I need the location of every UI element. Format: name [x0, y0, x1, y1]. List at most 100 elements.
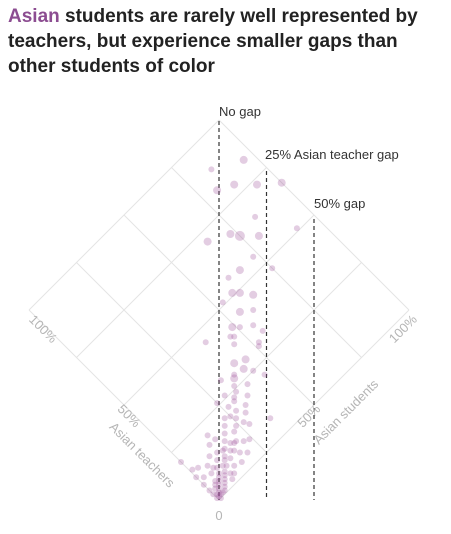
data-point-36 [202, 339, 209, 346]
data-point-85 [216, 478, 222, 484]
data-point-17 [235, 288, 244, 297]
data-point-55 [221, 422, 228, 429]
data-point-9 [234, 230, 245, 241]
data-point-8 [254, 231, 263, 240]
data-point-39 [244, 392, 251, 399]
data-point-20 [259, 327, 266, 334]
tick-origin: 0 [215, 508, 222, 523]
data-point-60 [236, 449, 243, 456]
data-point-54 [231, 428, 238, 435]
data-point-78 [221, 472, 228, 479]
data-point-100 [210, 491, 217, 498]
data-point-98 [214, 491, 221, 498]
data-point-46 [233, 407, 240, 414]
data-point-102 [200, 481, 207, 488]
data-point-3 [293, 225, 300, 232]
data-point-35 [230, 359, 239, 368]
data-point-52 [246, 436, 253, 443]
data-point-44 [242, 409, 249, 416]
data-point-113 [227, 470, 234, 477]
data-point-101 [206, 487, 213, 494]
data-point-86 [208, 470, 215, 477]
data-point-77 [229, 476, 236, 483]
data-point-43 [231, 394, 238, 401]
data-point-89 [212, 478, 219, 484]
data-point-25 [236, 324, 243, 331]
data-point-76 [221, 468, 228, 475]
title-rest: students are rarely well represented by … [8, 6, 418, 77]
data-point-88 [216, 481, 222, 488]
grid-line-teachers-100 [28, 119, 220, 311]
data-point-57 [244, 449, 251, 456]
data-point-110 [206, 441, 213, 448]
data-point-21 [235, 307, 244, 316]
data-point-109 [206, 453, 213, 460]
title-highlight: Asian [8, 6, 60, 27]
data-point-105 [178, 459, 184, 465]
data-point-115 [231, 440, 238, 446]
data-point-75 [214, 457, 221, 464]
data-point-69 [231, 462, 238, 469]
data-point-45 [221, 392, 228, 399]
data-point-50 [214, 400, 221, 407]
data-point-37 [231, 371, 238, 378]
data-point-34 [239, 364, 248, 373]
data-point-49 [233, 415, 240, 422]
data-point-106 [200, 474, 207, 481]
data-point-97 [216, 493, 222, 500]
data-point-6 [252, 213, 259, 220]
data-point-90 [219, 489, 226, 496]
data-point-30 [231, 341, 238, 348]
data-point-93 [217, 491, 224, 498]
data-point-11 [226, 230, 235, 238]
data-point-67 [219, 447, 226, 454]
data-point-10 [269, 265, 276, 272]
scatter-points [178, 155, 300, 502]
data-point-18 [250, 307, 257, 313]
data-point-84 [221, 483, 228, 490]
data-point-15 [249, 290, 258, 299]
data-point-23 [219, 299, 226, 306]
data-point-29 [227, 333, 234, 340]
data-point-92 [212, 481, 219, 488]
data-point-70 [221, 457, 228, 464]
data-point-1 [239, 155, 248, 164]
data-point-116 [240, 438, 247, 445]
data-point-118 [240, 419, 247, 426]
data-point-41 [233, 388, 240, 395]
data-point-108 [204, 462, 211, 469]
data-point-74 [219, 462, 226, 469]
data-point-59 [227, 440, 234, 446]
data-point-96 [217, 495, 224, 502]
grid-line-teachers-75 [76, 167, 267, 358]
data-point-83 [216, 474, 222, 481]
chart-title: Asian students are rarely well represent… [8, 4, 448, 79]
tick-right-50: 50% [294, 401, 323, 430]
data-point-7 [213, 186, 222, 195]
data-point-38 [230, 374, 239, 383]
data-point-72 [223, 462, 230, 469]
data-point-121 [231, 383, 238, 389]
data-point-87 [221, 487, 228, 494]
data-point-28 [231, 333, 238, 340]
data-point-4 [230, 180, 239, 189]
data-point-32 [241, 355, 250, 364]
data-point-94 [216, 489, 222, 496]
data-point-26 [255, 343, 262, 350]
data-point-107 [195, 464, 202, 471]
data-point-19 [228, 288, 237, 297]
data-point-40 [267, 415, 274, 422]
data-point-81 [216, 470, 222, 477]
guide-label-0: No gap [219, 104, 261, 119]
data-point-14 [203, 237, 212, 246]
data-point-2 [253, 180, 261, 189]
data-point-68 [221, 453, 228, 460]
data-point-122 [244, 381, 251, 388]
data-point-91 [216, 485, 222, 492]
data-point-47 [246, 421, 253, 427]
data-point-73 [231, 470, 238, 477]
data-point-66 [227, 455, 234, 462]
data-point-111 [204, 432, 211, 439]
data-point-53 [221, 415, 228, 422]
data-point-0 [277, 178, 286, 187]
